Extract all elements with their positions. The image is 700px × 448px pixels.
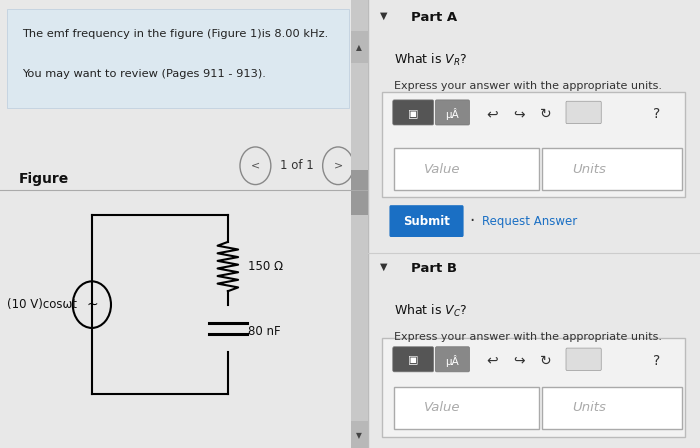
Text: μÂ: μÂ bbox=[445, 108, 459, 120]
Text: 1 of 1: 1 of 1 bbox=[280, 159, 314, 172]
Text: ·: · bbox=[470, 212, 475, 230]
FancyBboxPatch shape bbox=[393, 100, 434, 125]
FancyBboxPatch shape bbox=[382, 338, 685, 437]
Text: ?: ? bbox=[653, 353, 660, 368]
Bar bbox=[542, 148, 682, 190]
Bar bbox=[542, 387, 682, 429]
FancyBboxPatch shape bbox=[393, 347, 434, 372]
FancyBboxPatch shape bbox=[389, 205, 463, 237]
Text: ▼: ▼ bbox=[380, 11, 388, 21]
Text: Units: Units bbox=[572, 163, 606, 176]
Text: Part B: Part B bbox=[411, 262, 456, 275]
Bar bbox=[351, 421, 368, 448]
Bar bbox=[351, 0, 368, 448]
Text: Figure: Figure bbox=[18, 172, 69, 186]
Text: >: > bbox=[333, 161, 343, 171]
FancyBboxPatch shape bbox=[566, 348, 601, 370]
Bar bbox=[351, 31, 368, 63]
Bar bbox=[394, 148, 539, 190]
Text: ▲: ▲ bbox=[356, 43, 362, 52]
FancyBboxPatch shape bbox=[435, 100, 470, 125]
Text: <: < bbox=[251, 161, 260, 171]
Text: ▼: ▼ bbox=[356, 431, 362, 440]
Text: ▼: ▼ bbox=[380, 262, 388, 272]
Text: Request Answer: Request Answer bbox=[482, 215, 578, 228]
Text: The emf frequency in the figure (Figure 1)is 8.00 kHz.: The emf frequency in the figure (Figure … bbox=[22, 29, 328, 39]
Text: Value: Value bbox=[424, 401, 461, 414]
Text: Express your answer with the appropriate units.: Express your answer with the appropriate… bbox=[394, 81, 662, 90]
Text: ▣: ▣ bbox=[408, 109, 419, 119]
Text: Part A: Part A bbox=[411, 11, 457, 24]
Text: Units: Units bbox=[572, 401, 606, 414]
Text: ?: ? bbox=[653, 107, 660, 121]
Text: ↪: ↪ bbox=[513, 353, 524, 368]
Text: Express your answer with the appropriate units.: Express your answer with the appropriate… bbox=[394, 332, 662, 342]
Text: (10 V)cosωt: (10 V)cosωt bbox=[7, 298, 77, 311]
Text: Submit: Submit bbox=[403, 215, 450, 228]
Text: Value: Value bbox=[424, 163, 461, 176]
Text: ↩: ↩ bbox=[486, 353, 498, 368]
Text: ~: ~ bbox=[86, 297, 98, 312]
Text: ↪: ↪ bbox=[513, 107, 524, 121]
Text: ↩: ↩ bbox=[486, 107, 498, 121]
FancyBboxPatch shape bbox=[7, 9, 349, 108]
Text: 80 nF: 80 nF bbox=[248, 325, 281, 338]
Text: What is $V_C$?: What is $V_C$? bbox=[394, 302, 468, 319]
Text: μÂ: μÂ bbox=[445, 355, 459, 366]
Text: ↻: ↻ bbox=[540, 353, 551, 368]
Text: ▣: ▣ bbox=[408, 356, 419, 366]
Bar bbox=[394, 387, 539, 429]
Text: ↻: ↻ bbox=[540, 107, 551, 121]
FancyBboxPatch shape bbox=[435, 347, 470, 372]
Text: What is $V_R$?: What is $V_R$? bbox=[394, 52, 468, 68]
Bar bbox=[351, 170, 368, 215]
Text: You may want to review (Pages 911 - 913).: You may want to review (Pages 911 - 913)… bbox=[22, 69, 266, 79]
FancyBboxPatch shape bbox=[566, 101, 601, 124]
FancyBboxPatch shape bbox=[382, 92, 685, 197]
Text: 150 Ω: 150 Ω bbox=[248, 260, 284, 273]
